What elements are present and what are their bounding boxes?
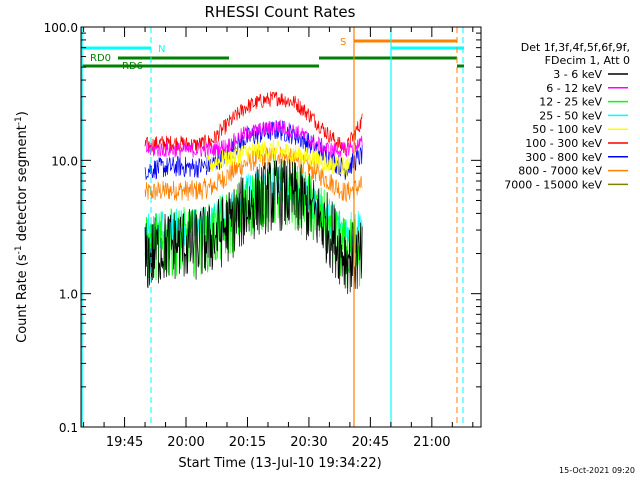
footer-timestamp: 15-Oct-2021 09:20 <box>559 466 635 475</box>
y-tick-label: 10.0 <box>51 154 78 168</box>
x-tick-label: 20:00 <box>167 435 204 450</box>
y-tick-label: 1.0 <box>59 288 78 302</box>
y-axis-label-sup2: -1 <box>14 116 24 125</box>
marker-lines <box>81 27 464 427</box>
legend-entry-label: 25 - 50 keV <box>539 109 602 122</box>
x-tick-label: 20:30 <box>290 435 327 450</box>
legend-entry-label: 800 - 7000 keV <box>518 165 602 178</box>
series-line <box>144 91 363 156</box>
series-line <box>144 159 363 295</box>
legend-header-line2: FDecim 1, Att 0 <box>545 54 630 67</box>
x-axis-label: Start Time (13-Jul-10 19:34:22) <box>178 456 381 471</box>
legend-entry-label: 50 - 100 keV <box>532 123 602 136</box>
y-tick-label: 100.0 <box>44 21 78 35</box>
x-axis: 19:45 20:00 20:15 20:30 20:45 21:00 <box>83 27 474 450</box>
attenuator-bars: RD0 RD6 N S <box>81 37 464 72</box>
legend-header-line1: Det 1f,3f,4f,5f,6f,9f, <box>521 41 630 54</box>
x-tick-label: 21:00 <box>413 435 450 450</box>
series-line <box>206 140 351 178</box>
x-tick-label: 20:45 <box>352 435 389 450</box>
state-bar-label: RD0 <box>90 53 111 64</box>
y-axis-label: Count Rate (s-1 detector segment-1) <box>14 111 30 343</box>
plot-frame <box>80 26 482 428</box>
legend-entry-label: 300 - 800 keV <box>525 151 602 164</box>
series-line <box>144 119 363 158</box>
y-tick-label: 0.1 <box>59 421 78 435</box>
x-tick-label: 20:15 <box>229 435 266 450</box>
x-tick-label: 19:45 <box>106 435 143 450</box>
y-axis-label-part2: detector segment <box>15 125 30 245</box>
series-line <box>144 120 363 180</box>
y-axis-label-sup1: -1 <box>14 245 24 254</box>
state-bar-label: RD6 <box>122 61 143 72</box>
y-axis-label-part3: ) <box>15 111 30 116</box>
state-bar-label: N <box>158 44 165 55</box>
legend-entry-label: 100 - 300 keV <box>525 137 602 150</box>
chart-title: RHESSI Count Rates <box>205 3 356 21</box>
legend: Det 1f,3f,4f,5f,6f,9f, FDecim 1, Att 0 3… <box>504 41 630 191</box>
state-bar-label: S <box>340 37 346 48</box>
legend-entry-label: 6 - 12 keV <box>546 82 602 95</box>
legend-entry-label: 12 - 25 keV <box>539 96 602 109</box>
legend-entry-label: 3 - 6 keV <box>553 68 602 81</box>
series-line <box>144 146 363 202</box>
y-axis-label-part1: Count Rate (s <box>15 254 30 343</box>
series-group <box>144 91 363 295</box>
legend-entry-label: 7000 - 15000 keV <box>504 178 602 191</box>
